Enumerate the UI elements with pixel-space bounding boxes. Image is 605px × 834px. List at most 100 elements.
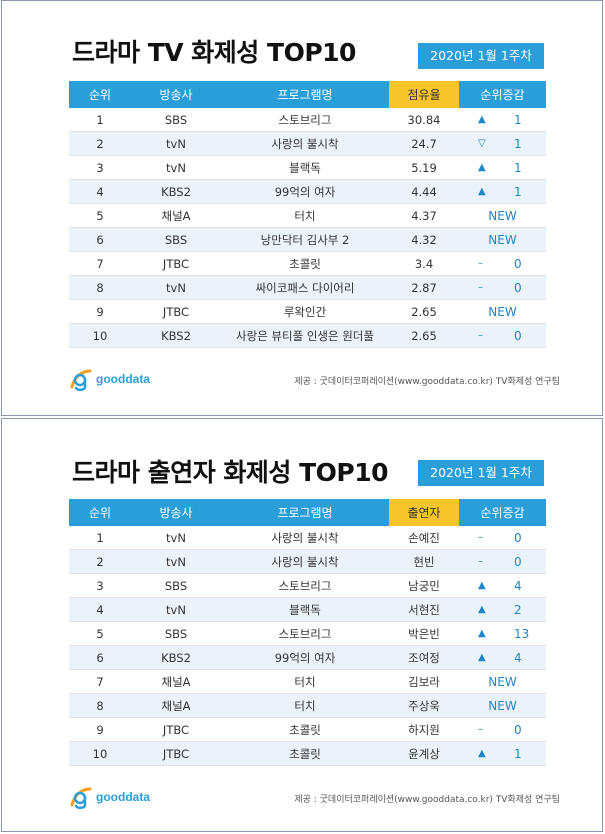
header-program: 프로그램명	[277, 506, 333, 520]
table-row: 5 SBS 스토브리그 박은빈 ▲ 13	[69, 622, 546, 646]
program-cell: 터치	[294, 674, 316, 689]
rank-change-value: 2	[514, 602, 522, 617]
rank-change-value: 0	[514, 256, 522, 271]
rank-change-value: 1	[514, 136, 522, 151]
actor-cell: 현빈	[413, 554, 435, 569]
rank-change-value: 1	[514, 746, 522, 761]
table-row: 6 KBS2 99억의 여자 조여정 ▲ 4	[69, 646, 546, 670]
share-cell: 4.32	[411, 232, 437, 247]
actor-cell: 하지원	[408, 722, 440, 737]
new-entry-label: NEW	[488, 304, 517, 319]
table-row: 10 JTBC 초콜릿 윤계상 ▲ 1	[69, 742, 546, 766]
dash-icon: –	[478, 555, 483, 567]
table-row: 2 tvN 사랑의 불시착 현빈 –0	[69, 550, 546, 574]
drama-tv-buzz-panel: 드라마 TV 화제성 TOP10 2020년 1월 1주차 순위 방송사 프로그…	[1, 0, 603, 416]
rank-cell: 4	[96, 602, 104, 617]
table-row: 4 tvN 블랙독 서현진 ▲ 2	[69, 598, 546, 622]
table-row: 10 KBS2 사랑은 뷰티풀 인생은 원더풀 2.65–0	[69, 324, 546, 348]
rank-change-value: 0	[514, 722, 522, 737]
rank-change-cell: ▲ 1	[459, 156, 546, 179]
dash-icon: –	[478, 723, 483, 735]
header-channel: 방송사	[159, 506, 193, 520]
ranking-table: 순위 방송사 프로그램명 점유율 순위증감 1 SBS 스토브리그 30.84 ▲ 1 2 t…	[69, 81, 546, 348]
rank-change-cell: –0	[459, 276, 546, 299]
rank-cell: 2	[96, 554, 104, 569]
program-cell: 초콜릿	[289, 256, 321, 271]
table-row: 8 tvN 싸이코패스 다이어리 2.87–0	[69, 276, 546, 300]
rank-change-cell: NEW	[459, 670, 546, 693]
header-actor: 출연자	[389, 499, 459, 526]
channel-cell: KBS2	[161, 650, 191, 665]
program-cell: 99억의 여자	[274, 650, 336, 665]
rank-change-value: 0	[514, 280, 522, 295]
rank-change-cell: ▲ 4	[459, 646, 546, 669]
rank-change-value: 1	[514, 184, 522, 199]
program-cell: 사랑의 불시착	[271, 530, 339, 545]
rank-change-value: 1	[514, 160, 522, 175]
actor-cell: 윤계상	[408, 746, 440, 761]
rank-cell: 10	[92, 746, 108, 761]
share-cell: 4.37	[411, 208, 437, 223]
gooddata-logo: gooddata	[68, 367, 150, 391]
share-cell: 4.44	[411, 184, 437, 199]
date-badge: 2020년 1월 1주차	[418, 43, 544, 69]
table-body: 1 tvN 사랑의 불시착 손예진 –0 2 tvN 사랑의 불시착 현빈 –0 3 SBS 스토브리그…	[69, 526, 546, 766]
dash-icon: –	[478, 257, 483, 269]
gooddata-logo: gooddata	[68, 785, 150, 809]
ranking-table: 순위 방송사 프로그램명 출연자 순위증감 1 tvN 사랑의 불시착 손예진 –0 2 t…	[69, 499, 546, 766]
rank-change-cell: ▲ 1	[459, 108, 546, 131]
program-cell: 스토브리그	[278, 626, 332, 641]
table-row: 9 JTBC 초콜릿 하지원 –0	[69, 718, 546, 742]
up-triangle-icon: ▲	[478, 161, 486, 173]
rank-change-cell: –0	[459, 526, 546, 549]
up-triangle-icon: ▲	[478, 185, 486, 197]
program-cell: 터치	[294, 698, 316, 713]
share-cell: 5.19	[411, 160, 437, 175]
panel-title: 드라마 출연자 화제성 TOP10	[72, 458, 389, 487]
channel-cell: SBS	[164, 232, 188, 247]
rank-change-cell: –0	[459, 718, 546, 741]
header-rank-change: 순위증감	[480, 88, 525, 102]
share-cell: 24.7	[411, 136, 437, 151]
channel-cell: KBS2	[161, 184, 191, 199]
channel-cell: SBS	[164, 578, 188, 593]
program-cell: 초콜릿	[289, 722, 321, 737]
rank-cell: 7	[96, 256, 104, 271]
actor-cell: 박은빈	[408, 626, 440, 641]
up-triangle-icon: ▲	[478, 651, 486, 663]
up-triangle-icon: ▲	[478, 747, 486, 759]
rank-cell: 1	[96, 112, 104, 127]
rank-change-cell: –0	[459, 252, 546, 275]
table-header: 순위 방송사 프로그램명 출연자 순위증감	[69, 499, 546, 526]
table-row: 3 SBS 스토브리그 남궁민 ▲ 4	[69, 574, 546, 598]
actor-cell: 남궁민	[408, 578, 440, 593]
gooddata-logo-icon	[70, 369, 92, 391]
dash-icon: –	[478, 531, 483, 543]
table-row: 8 채널A 터치 주상욱 NEW	[69, 694, 546, 718]
header-program: 프로그램명	[277, 88, 333, 102]
table-row: 7 JTBC 초콜릿 3.4–0	[69, 252, 546, 276]
rank-change-value: 4	[514, 578, 522, 593]
program-cell: 낭만닥터 김사부 2	[260, 232, 350, 247]
program-cell: 사랑은 뷰티풀 인생은 원더풀	[236, 328, 374, 343]
up-triangle-icon: ▲	[478, 113, 486, 125]
logo-text: gooddata	[96, 372, 150, 386]
channel-cell: 채널A	[161, 208, 191, 223]
program-cell: 99억의 여자	[274, 184, 336, 199]
table-row: 6 SBS 낭만닥터 김사부 2 4.32 NEW	[69, 228, 546, 252]
channel-cell: JTBC	[162, 722, 190, 737]
rank-change-cell: NEW	[459, 204, 546, 227]
panel-title: 드라마 TV 화제성 TOP10	[72, 38, 356, 67]
rank-change-cell: NEW	[459, 694, 546, 717]
rank-change-cell: NEW	[459, 300, 546, 323]
actor-cell: 주상욱	[408, 698, 440, 713]
program-cell: 사랑의 불시착	[271, 136, 339, 151]
logo-text: gooddata	[96, 790, 150, 804]
channel-cell: tvN	[166, 554, 186, 569]
rank-change-cell: ▲ 13	[459, 622, 546, 645]
actor-cell: 김보라	[408, 674, 440, 689]
program-cell: 초콜릿	[289, 746, 321, 761]
dash-icon: –	[478, 281, 483, 293]
rank-change-cell: ▽ 1	[459, 132, 546, 155]
rank-cell: 2	[96, 136, 104, 151]
